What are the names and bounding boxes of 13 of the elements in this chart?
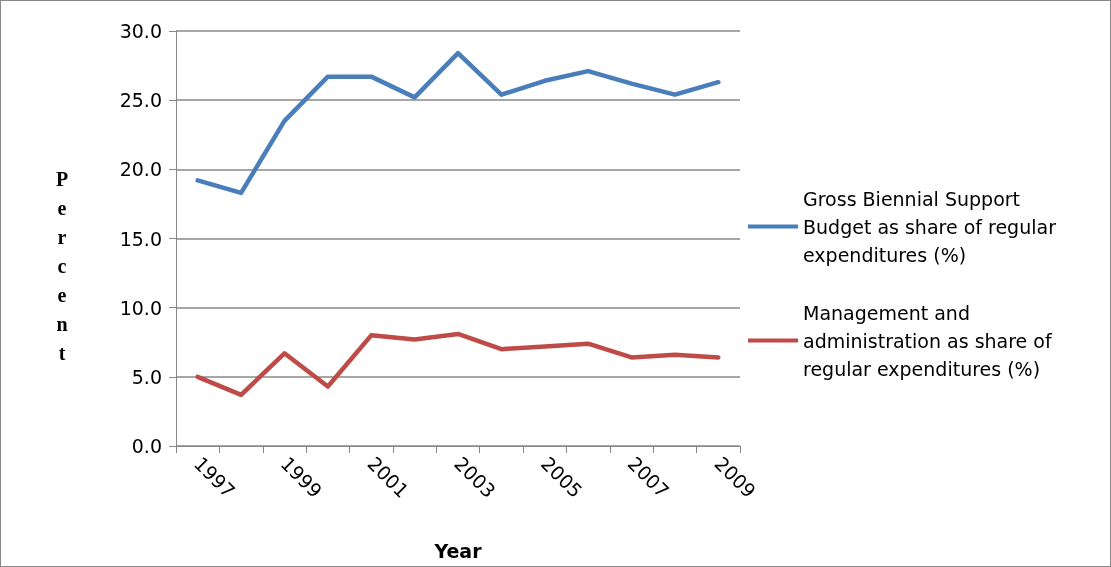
line-series	[195, 50, 721, 196]
y-axis-title: Percent	[54, 167, 70, 366]
y-tick-label: 15.0	[119, 227, 162, 250]
y-tick-label: 5.0	[131, 365, 162, 388]
x-axis-title: Year	[433, 539, 483, 562]
y-tick-label: 30.0	[119, 20, 162, 42]
y-tick-label: 20.0	[119, 158, 162, 181]
y-tick-label: 10.0	[119, 296, 162, 319]
y-tick-label: 0.0	[131, 435, 162, 457]
y-tick-label: 25.0	[119, 89, 162, 112]
legend-label: Management and administration as share of regular expenditures (%)	[803, 301, 1058, 380]
line-series	[195, 331, 721, 398]
legend-label: Gross Biennial Support Budget as share of regular expenditures (%)	[803, 187, 1062, 266]
